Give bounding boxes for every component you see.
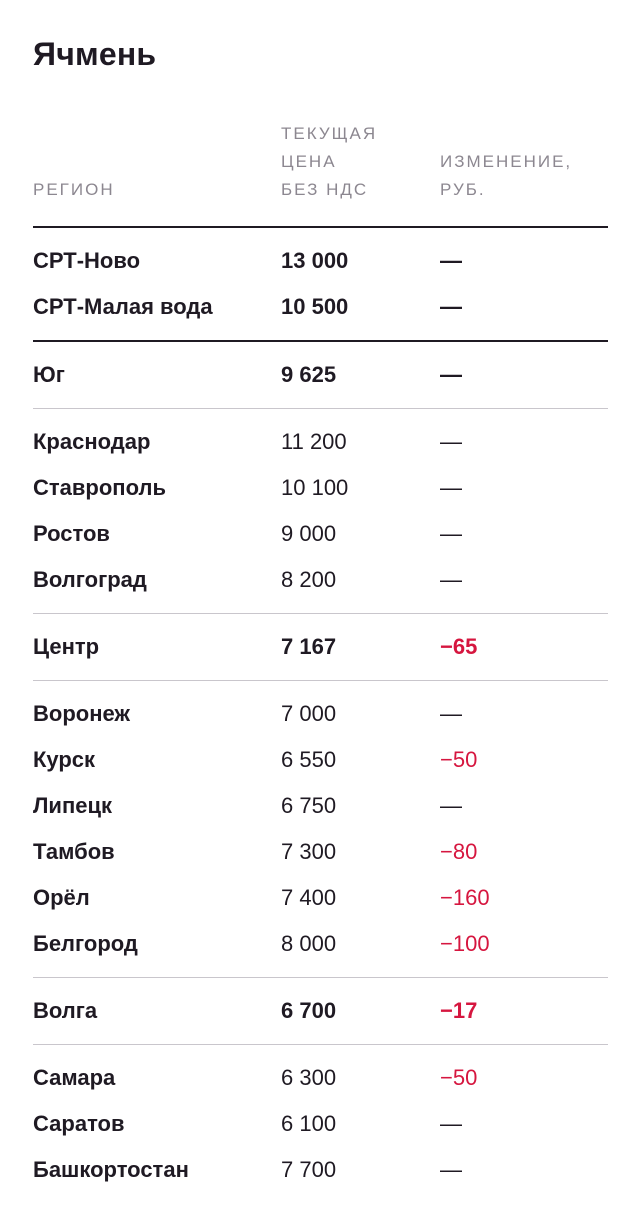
change-cell: −50: [440, 1065, 478, 1090]
region-cell: Центр: [33, 634, 100, 659]
row-group: Волга 6 700 −17: [33, 978, 608, 1045]
change-cell: —: [440, 1157, 462, 1182]
change-cell: −50: [440, 747, 478, 772]
region-cell: СРТ-Ново: [33, 248, 141, 273]
region-cell: Воронеж: [33, 701, 131, 726]
region-cell: Волга: [33, 998, 98, 1023]
row-group: СРТ-Ново 13 000 — СРТ-Малая вода 10 500 —: [33, 228, 608, 342]
table-row: Волгоград 8 200 —: [33, 557, 608, 603]
table-row: Юг 9 625 —: [33, 352, 608, 398]
table-row: Липецк 6 750 —: [33, 783, 608, 829]
region-cell: Курск: [33, 747, 96, 772]
table-row: Белгород 8 000 −100: [33, 921, 608, 967]
table-row: СРТ-Ново 13 000 —: [33, 238, 608, 284]
region-cell: Ставрополь: [33, 475, 166, 500]
price-cell: 8 200: [281, 567, 337, 592]
region-cell: Краснодар: [33, 429, 151, 454]
table-row: Курск 6 550 −50: [33, 737, 608, 783]
region-cell: Белгород: [33, 931, 138, 956]
table-header: РЕГИОН ТЕКУЩАЯ ЦЕНА БЕЗ НДС ИЗМЕНЕНИЕ, Р…: [33, 122, 608, 228]
region-cell: Липецк: [33, 793, 113, 818]
table-row: Башкортостан 7 700 —: [33, 1147, 608, 1193]
price-cell: 7 167: [281, 634, 337, 659]
table-row: Краснодар 11 200 —: [33, 419, 608, 465]
price-cell: 9 625: [281, 362, 337, 387]
change-cell: —: [440, 1111, 462, 1136]
change-cell: —: [440, 475, 462, 500]
price-cell: 7 400: [281, 885, 337, 910]
table-row: Тамбов 7 300 −80: [33, 829, 608, 875]
region-cell: Орёл: [33, 885, 90, 910]
price-cell: 9 000: [281, 521, 337, 546]
table-row: Волга 6 700 −17: [33, 988, 608, 1034]
row-group: Юг 9 625 —: [33, 342, 608, 409]
header-price: ТЕКУЩАЯ ЦЕНА БЕЗ НДС: [281, 124, 378, 199]
table-row: СРТ-Малая вода 10 500 —: [33, 284, 608, 330]
table-body: СРТ-Ново 13 000 — СРТ-Малая вода 10 500 — Юг 9 …: [33, 228, 608, 1203]
change-cell: —: [440, 567, 462, 592]
change-cell: —: [440, 429, 462, 454]
header-change: ИЗМЕНЕНИЕ, РУБ.: [440, 152, 573, 199]
change-cell: —: [440, 701, 462, 726]
table-row: Центр 7 167 −65: [33, 624, 608, 670]
table-row: Ставрополь 10 100 —: [33, 465, 608, 511]
change-cell: −100: [440, 931, 490, 956]
region-cell: Башкортостан: [33, 1157, 189, 1182]
row-group: Самара 6 300 −50 Саратов 6 100 — Башкортостан 7…: [33, 1045, 608, 1203]
change-cell: —: [440, 294, 462, 319]
table-row: Ростов 9 000 —: [33, 511, 608, 557]
price-cell: 6 100: [281, 1111, 337, 1136]
region-cell: Самара: [33, 1065, 116, 1090]
price-cell: 10 500: [281, 294, 349, 319]
table-row: Воронеж 7 000 —: [33, 691, 608, 737]
region-cell: СРТ-Малая вода: [33, 294, 213, 319]
row-group: Воронеж 7 000 — Курск 6 550 −50 Липецк 6 750 — Та…: [33, 681, 608, 978]
price-cell: 7 700: [281, 1157, 337, 1182]
price-cell: 6 300: [281, 1065, 337, 1090]
change-cell: —: [440, 793, 462, 818]
change-cell: −17: [440, 998, 478, 1023]
table-row: Саратов 6 100 —: [33, 1101, 608, 1147]
change-cell: −160: [440, 885, 490, 910]
change-cell: −80: [440, 839, 478, 864]
price-cell: 13 000: [281, 248, 349, 273]
price-cell: 10 100: [281, 475, 349, 500]
price-cell: 8 000: [281, 931, 337, 956]
region-cell: Волгоград: [33, 567, 147, 592]
price-cell: 7 300: [281, 839, 337, 864]
price-cell: 11 200: [281, 429, 347, 454]
region-cell: Тамбов: [33, 839, 115, 864]
change-cell: —: [440, 362, 462, 387]
change-cell: —: [440, 521, 462, 546]
header-region: РЕГИОН: [33, 180, 115, 199]
page-title: Ячмень: [33, 36, 157, 72]
row-group: Центр 7 167 −65: [33, 614, 608, 681]
price-table: РЕГИОН ТЕКУЩАЯ ЦЕНА БЕЗ НДС ИЗМЕНЕНИЕ, Р…: [33, 122, 608, 1203]
region-cell: Ростов: [33, 521, 110, 546]
price-cell: 6 700: [281, 998, 337, 1023]
region-cell: Юг: [33, 362, 65, 387]
price-cell: 7 000: [281, 701, 337, 726]
region-cell: Саратов: [33, 1111, 125, 1136]
change-cell: —: [440, 248, 462, 273]
table-row: Самара 6 300 −50: [33, 1055, 608, 1101]
table-row: Орёл 7 400 −160: [33, 875, 608, 921]
price-cell: 6 750: [281, 793, 337, 818]
row-group: Краснодар 11 200 — Ставрополь 10 100 — Ростов 9…: [33, 409, 608, 614]
price-cell: 6 550: [281, 747, 337, 772]
change-cell: −65: [440, 634, 478, 659]
